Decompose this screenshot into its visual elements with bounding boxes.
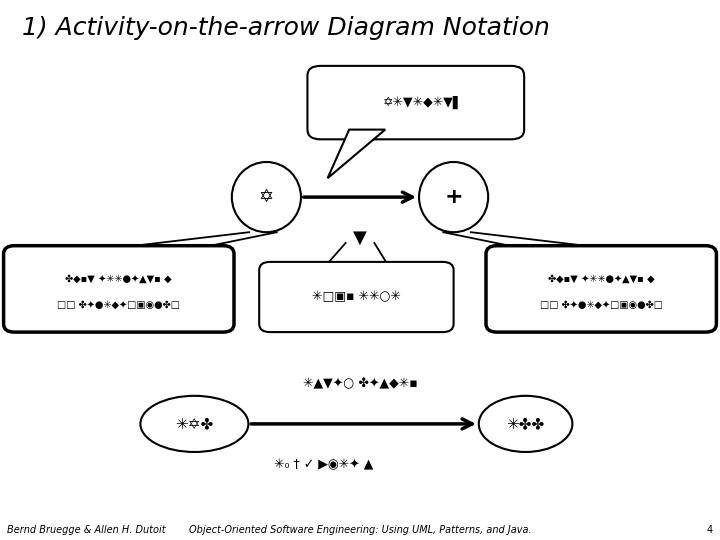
Ellipse shape (232, 162, 301, 232)
Text: ✳✡✤: ✳✡✤ (175, 416, 214, 431)
Text: Bernd Bruegge & Allen H. Dutoit: Bernd Bruegge & Allen H. Dutoit (7, 524, 166, 535)
Text: ✡: ✡ (258, 188, 274, 206)
Text: ✳₀ † ✓ ▶◉✳✦ ▲: ✳₀ † ✓ ▶◉✳✦ ▲ (274, 458, 374, 471)
Polygon shape (328, 130, 385, 178)
Text: ✳□▣▪ ✳✳○✳: ✳□▣▪ ✳✳○✳ (312, 291, 401, 303)
Text: Object-Oriented Software Engineering: Using UML, Patterns, and Java.: Object-Oriented Software Engineering: Us… (189, 524, 531, 535)
Text: 1) Activity-on-the-arrow Diagram Notation: 1) Activity-on-the-arrow Diagram Notatio… (22, 16, 549, 40)
Text: 4: 4 (706, 524, 713, 535)
FancyBboxPatch shape (4, 246, 234, 332)
Ellipse shape (479, 396, 572, 452)
Text: ✤◆▪▼ ✦✳✳●✦▲▼▪ ◆: ✤◆▪▼ ✦✳✳●✦▲▼▪ ◆ (548, 273, 654, 284)
Text: ✳✤✤: ✳✤✤ (506, 416, 545, 431)
Text: ✤◆▪▼ ✦✳✳●✦▲▼▪ ◆: ✤◆▪▼ ✦✳✳●✦▲▼▪ ◆ (66, 273, 172, 284)
FancyBboxPatch shape (486, 246, 716, 332)
Text: +: + (444, 187, 463, 207)
Text: □□ ✤✦●✳◆✦□▣◉●✤□: □□ ✤✦●✳◆✦□▣◉●✤□ (58, 299, 180, 309)
Text: ▼: ▼ (353, 228, 367, 247)
Text: ✡✳▼✳◆✳▼▌: ✡✳▼✳◆✳▼▌ (383, 96, 463, 109)
Text: ✳▲▼✦○ ✤✦▲◆✳▪: ✳▲▼✦○ ✤✦▲◆✳▪ (302, 377, 418, 390)
FancyBboxPatch shape (259, 262, 454, 332)
Ellipse shape (140, 396, 248, 452)
FancyBboxPatch shape (307, 66, 524, 139)
Text: □□ ✤✦●✳◆✦□▣◉●✤□: □□ ✤✦●✳◆✦□▣◉●✤□ (540, 299, 662, 309)
Ellipse shape (419, 162, 488, 232)
